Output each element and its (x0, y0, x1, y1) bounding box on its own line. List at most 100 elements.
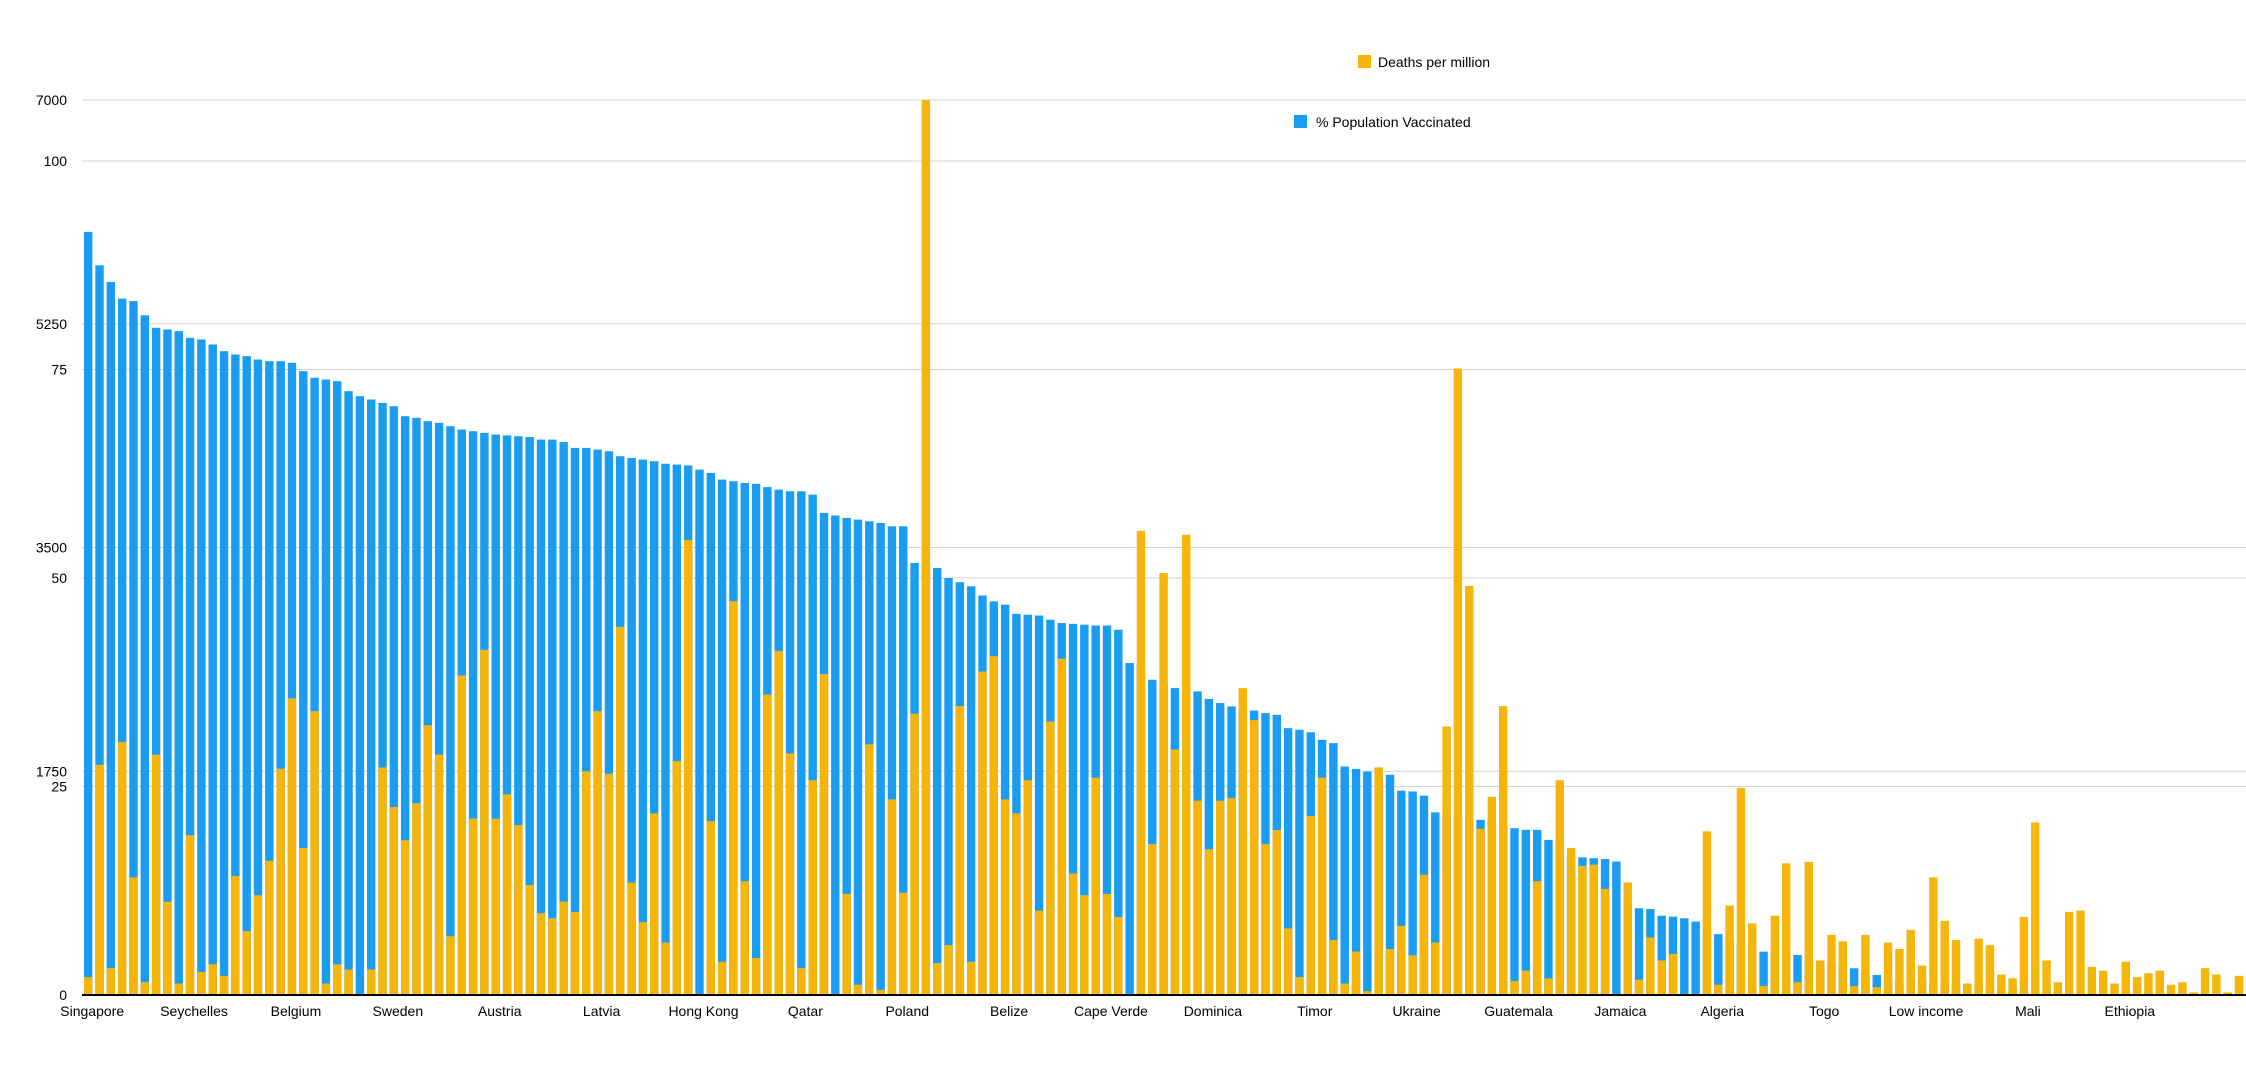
bar-deaths (1102, 893, 1112, 995)
bar-deaths (1883, 942, 1893, 995)
bar-deaths (1634, 979, 1644, 995)
bar-vaccinated (129, 301, 138, 995)
x-tick-label: Togo (1809, 1003, 1840, 1019)
x-tick-label: Cape Verde (1074, 1003, 1148, 1019)
bar-vaccinated (253, 359, 263, 995)
bar-deaths (1476, 828, 1485, 995)
bar-vaccinated (1363, 771, 1372, 995)
bar-deaths (1782, 863, 1791, 995)
bar-vaccinated (389, 406, 399, 995)
bar-vaccinated (276, 361, 285, 995)
y-left-tick-label: 1750 (36, 763, 67, 779)
bar-deaths (672, 761, 682, 995)
bar-deaths (865, 744, 874, 995)
bar-deaths (1000, 799, 1010, 995)
x-tick-label: Hong Kong (668, 1003, 738, 1019)
bar-deaths (536, 913, 546, 995)
bar-deaths (1804, 862, 1814, 995)
bar-deaths (819, 674, 829, 995)
bar-vaccinated (1793, 954, 1802, 995)
bar-deaths (706, 821, 715, 995)
bar-vaccinated (287, 362, 297, 996)
bar-vaccinated (321, 379, 331, 995)
bar-deaths (1170, 749, 1180, 995)
bar-vaccinated (650, 461, 659, 995)
x-tick-label: Sweden (373, 1003, 424, 1019)
bar-vaccinated (491, 434, 500, 995)
bar-vaccinated (661, 463, 670, 995)
bar-vaccinated (570, 447, 580, 995)
bar-vaccinated (174, 331, 183, 995)
legend-label: % Population Vaccinated (1316, 114, 1471, 130)
bar-deaths (763, 694, 772, 995)
bar-deaths (1736, 787, 1746, 995)
bar-vaccinated (242, 356, 251, 995)
bar-vaccinated (1680, 918, 1689, 995)
bar-vaccinated (751, 483, 761, 995)
bar-deaths (1465, 585, 1474, 995)
bar-deaths (1216, 800, 1225, 995)
bar-deaths (1272, 830, 1281, 995)
bar-vaccinated (1691, 921, 1700, 995)
bar-deaths (2065, 911, 2074, 995)
bar-deaths (1929, 877, 1938, 995)
bar-deaths (1974, 938, 1983, 995)
bar-deaths (966, 961, 976, 995)
bar-deaths (910, 713, 919, 995)
bar-deaths (1374, 767, 1383, 995)
bar-vaccinated (1012, 613, 1021, 995)
bar-deaths (1702, 831, 1712, 995)
bar-deaths (1034, 910, 1044, 995)
bar-deaths (1317, 777, 1327, 995)
bar-deaths (525, 885, 534, 995)
bar-vaccinated (797, 491, 806, 995)
bar-deaths (842, 893, 851, 995)
bar-deaths (1012, 813, 1021, 995)
bar-vaccinated (344, 391, 353, 995)
bar-vaccinated (717, 479, 727, 996)
bar-vaccinated (299, 371, 308, 995)
bar-vaccinated (367, 399, 376, 995)
bar-vaccinated (899, 526, 908, 995)
x-tick-label: Guatemala (1484, 1003, 1553, 1019)
bar-deaths (287, 698, 297, 995)
bar-deaths (129, 877, 138, 995)
x-tick-label: Qatar (788, 1003, 823, 1019)
bar-vaccinated (887, 526, 897, 995)
bar-deaths (2087, 966, 2097, 995)
bar-deaths (84, 977, 93, 995)
x-tick-label: Poland (885, 1003, 929, 1019)
bar-deaths (1759, 986, 1768, 995)
bar-deaths (1306, 816, 1315, 995)
y-left-tick-label: 0 (59, 987, 67, 1003)
bar-vaccinated (355, 396, 365, 995)
bar-deaths (1182, 534, 1191, 995)
bar-deaths (2019, 917, 2029, 995)
bar-vaccinated (1125, 663, 1134, 995)
bar-vaccinated (944, 578, 953, 995)
bar-deaths (197, 971, 206, 995)
bar-deaths (604, 773, 614, 995)
bar-deaths (1510, 980, 1519, 995)
bar-deaths (1668, 954, 1678, 995)
bar-deaths (1193, 800, 1202, 995)
bar-deaths (559, 901, 568, 995)
bar-deaths (1985, 945, 1995, 995)
bar-deaths (310, 711, 319, 995)
bar-deaths (2121, 961, 2130, 995)
bar-deaths (921, 100, 931, 995)
bar-deaths (1442, 726, 1451, 995)
bar-deaths (729, 601, 738, 995)
bar-vaccinated (1283, 728, 1293, 995)
bar-deaths (457, 675, 466, 995)
bar-deaths (616, 626, 625, 995)
y-left-tick-label: 7000 (36, 92, 67, 108)
bar-deaths (1136, 530, 1146, 995)
bar-deaths (2132, 977, 2142, 995)
bar-deaths (1080, 895, 1089, 995)
bar-deaths (1329, 940, 1338, 995)
bar-deaths (2189, 992, 2198, 995)
bar-deaths (1849, 986, 1859, 995)
bar-deaths (299, 847, 308, 995)
